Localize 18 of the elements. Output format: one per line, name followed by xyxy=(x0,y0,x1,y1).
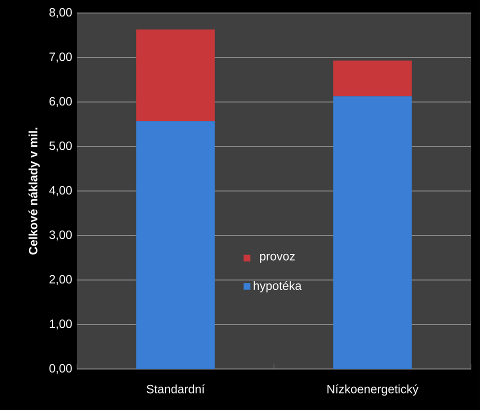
legend-label: provoz xyxy=(260,254,295,263)
y-tick-label: 5,00 xyxy=(49,142,72,152)
bar xyxy=(333,96,412,369)
y-tick-label: 3,00 xyxy=(49,230,72,240)
legend-label: hypotéka xyxy=(254,281,302,292)
y-tick-label: 8,00 xyxy=(49,8,72,18)
bar xyxy=(333,60,412,96)
bar xyxy=(136,121,215,369)
y-tick-label: 7,00 xyxy=(50,52,72,62)
y-axis-title: Celkové náklady v mil. xyxy=(28,128,40,255)
y-tick-label: 4,00 xyxy=(49,186,72,196)
y-tick-label: 6,00 xyxy=(50,97,72,107)
y-tick-label: 0,00 xyxy=(49,364,72,374)
x-tick-label: Standardní xyxy=(146,384,205,394)
bar xyxy=(136,29,215,122)
y-tick-label: 1,00 xyxy=(50,320,72,330)
x-tick-label: Nízkoenergetický xyxy=(327,384,418,396)
y-tick-label: 2,00 xyxy=(50,275,72,285)
